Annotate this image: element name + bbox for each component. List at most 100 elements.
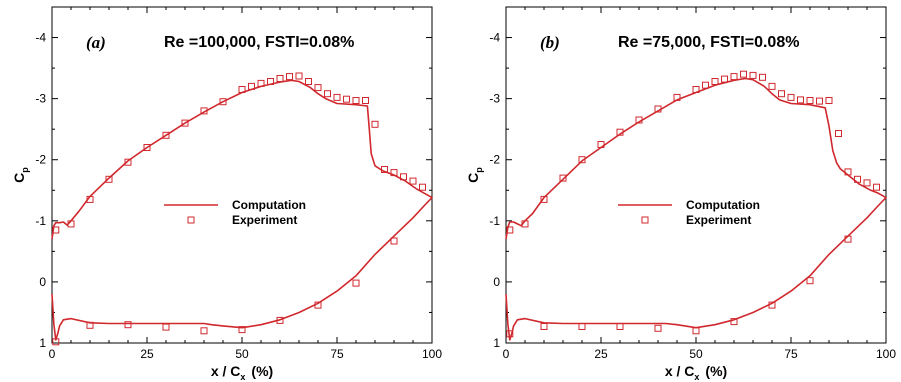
- x-axis-label: x / Cx (%): [665, 363, 727, 382]
- y-axis-label: Cp: [11, 167, 30, 183]
- data-point-experiment: [333, 93, 341, 101]
- data-point-experiment: [578, 156, 586, 164]
- plot-frame: [51, 6, 433, 344]
- data-point-experiment: [768, 301, 776, 309]
- data-point-experiment: [654, 105, 662, 113]
- data-point-experiment: [52, 338, 60, 346]
- data-point-experiment: [540, 323, 548, 330]
- data-point-experiment: [692, 86, 700, 93]
- data-point-experiment: [635, 116, 643, 124]
- data-point-experiment: [52, 226, 60, 234]
- data-point-experiment: [778, 90, 785, 98]
- data-point-experiment: [797, 96, 804, 104]
- data-point-experiment: [692, 327, 700, 335]
- y-tick-label: 0: [39, 275, 46, 289]
- x-tick-label: 100: [876, 347, 896, 361]
- x-tick-label: 75: [784, 347, 798, 361]
- y-tick-label: 1: [493, 336, 500, 350]
- data-point-experiment: [711, 78, 719, 85]
- legend-label: Experiment: [232, 213, 297, 227]
- data-point-experiment: [759, 73, 766, 81]
- data-point-experiment: [362, 97, 369, 104]
- data-point-experiment: [295, 72, 303, 80]
- data-point-experiment: [286, 73, 293, 81]
- y-tick-label: 1: [39, 336, 46, 350]
- y-axis-label-main: C: [465, 173, 481, 183]
- x-axis-label-subscript: x: [694, 372, 699, 382]
- data-point-experiment: [257, 79, 265, 87]
- y-tick-label: 0: [493, 275, 500, 289]
- data-point-experiment: [787, 93, 795, 101]
- data-point-experiment: [702, 81, 709, 89]
- data-point-experiment: [400, 173, 407, 181]
- data-point-experiment: [540, 195, 548, 203]
- data-point-experiment: [314, 301, 322, 309]
- x-tick-label: 0: [503, 347, 510, 361]
- data-point-experiment: [267, 78, 274, 85]
- data-point-experiment: [200, 327, 208, 335]
- data-point-experiment: [200, 107, 208, 115]
- x-tick-label: 25: [594, 347, 608, 361]
- x-axis-label-main: x / C: [665, 363, 695, 379]
- data-point-experiment: [654, 324, 662, 332]
- y-axis-label-subscript: p: [20, 167, 30, 173]
- data-point-experiment: [276, 316, 284, 324]
- panel-label: (b): [540, 33, 560, 52]
- data-point-experiment: [162, 323, 170, 331]
- legend-label: Computation: [232, 198, 306, 212]
- panel-title: Re =75,000, FSTI=0.08%: [618, 34, 799, 51]
- data-point-experiment: [352, 279, 360, 287]
- data-point-experiment: [124, 158, 132, 166]
- data-point-experiment: [844, 235, 852, 243]
- data-point-experiment: [506, 330, 514, 338]
- x-tick-label: 75: [330, 347, 344, 361]
- data-point-experiment: [730, 318, 738, 326]
- data-point-experiment: [806, 277, 814, 285]
- data-point-experiment: [721, 75, 728, 83]
- y-tick-label: -4: [489, 31, 500, 45]
- legend-label: Computation: [686, 198, 760, 212]
- data-point-experiment: [616, 128, 624, 136]
- y-tick-label: -2: [489, 153, 500, 167]
- data-point-experiment: [276, 75, 284, 82]
- y-axis-label: Cp: [465, 167, 484, 183]
- legend-swatch-experiment: [641, 216, 649, 224]
- data-point-experiment: [730, 73, 738, 81]
- data-point-experiment: [419, 183, 426, 191]
- data-point-experiment: [740, 70, 747, 78]
- data-point-experiment: [597, 141, 605, 148]
- data-point-experiment: [816, 97, 823, 105]
- x-tick-label: 0: [49, 347, 56, 361]
- data-point-experiment: [768, 82, 776, 90]
- data-point-experiment: [381, 166, 388, 173]
- data-point-experiment: [863, 179, 871, 187]
- data-point-experiment: [521, 220, 529, 228]
- panel-title: Re =100,000, FSTI=0.08%: [164, 34, 354, 51]
- data-point-experiment: [749, 71, 757, 79]
- data-point-experiment: [390, 169, 398, 177]
- data-point-experiment: [343, 95, 350, 103]
- data-point-experiment: [578, 323, 586, 330]
- y-tick-label: -3: [35, 92, 46, 106]
- data-point-experiment: [390, 237, 398, 245]
- legend-swatch-experiment: [187, 216, 195, 224]
- legend-label: Experiment: [686, 213, 751, 227]
- panel-label: (a): [86, 33, 106, 52]
- data-point-experiment: [673, 93, 681, 101]
- data-point-experiment: [324, 90, 331, 98]
- x-axis-label: x / Cx (%): [211, 363, 273, 382]
- series-line-computation: [51, 79, 433, 341]
- y-tick-label: -1: [35, 214, 46, 228]
- data-point-experiment: [314, 84, 322, 92]
- y-tick-label: -4: [35, 31, 46, 45]
- data-point-experiment: [124, 321, 132, 329]
- data-point-experiment: [873, 183, 880, 191]
- y-axis-label-main: C: [11, 173, 27, 183]
- x-tick-label: 100: [422, 347, 442, 361]
- data-point-experiment: [181, 119, 189, 127]
- data-point-experiment: [825, 97, 833, 104]
- y-tick-label: -3: [489, 92, 500, 106]
- data-point-experiment: [248, 82, 255, 90]
